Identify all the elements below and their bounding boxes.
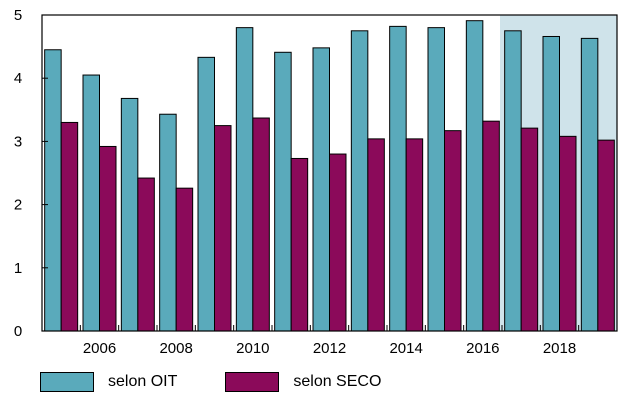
bar-oit-2005 bbox=[44, 49, 62, 332]
bar-seco-2019 bbox=[597, 139, 615, 332]
bar-oit-2010 bbox=[235, 27, 254, 332]
bar-seco-2009 bbox=[214, 125, 232, 332]
legend-swatch-seco bbox=[225, 372, 280, 392]
x-tick-label-2014: 2014 bbox=[389, 340, 422, 357]
x-tick-label-2006: 2006 bbox=[83, 340, 116, 357]
bar-oit-2012 bbox=[312, 47, 330, 332]
bar-seco-2013 bbox=[367, 138, 385, 332]
bar-seco-2008 bbox=[175, 187, 194, 332]
bar-seco-2014 bbox=[405, 138, 424, 332]
y-tick-label-5: 5 bbox=[14, 7, 22, 24]
bar-seco-2011 bbox=[290, 157, 309, 332]
y-tick-label-2: 2 bbox=[14, 197, 22, 214]
bar-oit-2009 bbox=[197, 56, 215, 332]
legend-swatch-oit bbox=[40, 372, 94, 392]
x-tick-label-2012: 2012 bbox=[313, 340, 346, 357]
bar-seco-2010 bbox=[252, 117, 270, 332]
bar-seco-2017 bbox=[520, 127, 539, 332]
legend-label-oit: selon OIT bbox=[108, 373, 178, 390]
y-tick-label-3: 3 bbox=[14, 133, 22, 150]
bar-seco-2018 bbox=[559, 135, 577, 332]
bar-oit-2013 bbox=[350, 30, 369, 332]
y-tick-label-4: 4 bbox=[14, 70, 22, 87]
plot-frame bbox=[41, 14, 618, 332]
bar-oit-2007 bbox=[120, 97, 139, 332]
legend-item-oit: selon OIT bbox=[40, 372, 177, 392]
bar-oit-2019 bbox=[580, 37, 599, 332]
y-tick-label-0: 0 bbox=[14, 323, 22, 340]
bar-oit-2018 bbox=[542, 35, 560, 332]
bar-seco-2007 bbox=[137, 177, 155, 332]
bar-seco-2005 bbox=[60, 121, 79, 332]
bar-seco-2006 bbox=[99, 145, 117, 332]
legend-label-seco: selon SECO bbox=[293, 373, 382, 390]
legend-item-seco: selon SECO bbox=[225, 372, 381, 392]
x-tick-label-2008: 2008 bbox=[159, 340, 192, 357]
bar-oit-2006 bbox=[82, 74, 100, 332]
bar-oit-2016 bbox=[465, 20, 484, 332]
bar-oit-2011 bbox=[274, 51, 292, 332]
legend: selon OIT selon SECO bbox=[40, 372, 429, 392]
x-tick-label-2010: 2010 bbox=[236, 340, 269, 357]
bar-oit-2015 bbox=[427, 27, 445, 332]
x-tick-label-2018: 2018 bbox=[543, 340, 576, 357]
bar-seco-2015 bbox=[444, 130, 462, 332]
bar-oit-2008 bbox=[159, 113, 177, 332]
bar-seco-2016 bbox=[482, 120, 500, 332]
x-tick-label-2016: 2016 bbox=[466, 340, 499, 357]
y-tick-label-1: 1 bbox=[14, 260, 22, 277]
bar-seco-2012 bbox=[329, 153, 347, 332]
bar-oit-2017 bbox=[504, 30, 522, 332]
bar-oit-2014 bbox=[389, 25, 407, 332]
